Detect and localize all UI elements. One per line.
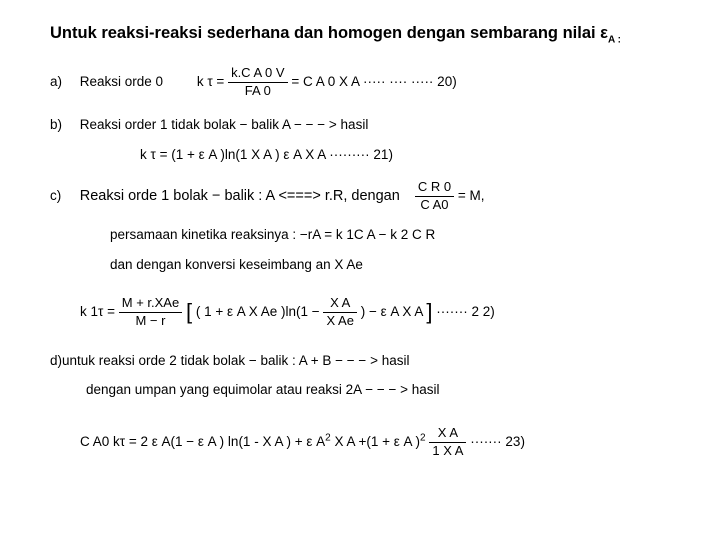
k1-frac1: M + r.XAe M − r [119,295,182,330]
line-b-formula: k τ = (1 + ε A )ln(1 X A ) ε A X A ·····… [140,146,670,164]
bracket-close: ] [426,299,432,324]
c-frac-den: C A0 [415,197,454,214]
a-frac-num: k.C A 0 V [228,65,287,83]
line-b: b) Reaksi order 1 tidak bolak − balik A … [50,116,670,134]
d-frac: X A 1 X A [429,425,466,460]
c-fraction: C R 0 C A0 [415,179,454,214]
line-c2: persamaan kinetika reaksinya : −rA = k 1… [110,226,670,244]
a-fraction: k.C A 0 V FA 0 [228,65,287,100]
a-text: Reaksi orde 0 [80,74,163,89]
d-formula-mid: X A +(1 + ε A ) [334,434,420,449]
d-formula-start: C A0 kτ = 2 ε A(1 − ε A ) ln(1 - X A ) +… [80,434,325,449]
d-line2: dengan umpan yang equimolar atau reaksi … [86,382,440,397]
title-sub: A : [608,34,621,45]
line-d-formula: C A0 kτ = 2 ε A(1 − ε A ) ln(1 - X A ) +… [80,425,670,460]
k1-frac1-num: M + r.XAe [119,295,182,313]
k1-frac2-den: X Ae [323,313,356,330]
b-text: Reaksi order 1 tidak bolak − balik A − −… [80,117,369,132]
page-title: Untuk reaksi-reaksi sederhana dan homoge… [50,24,670,45]
line-a: a) Reaksi orde 0 k τ = k.C A 0 V FA 0 = … [50,65,670,100]
k1-frac1-den: M − r [119,313,182,330]
title-text: Untuk reaksi-reaksi sederhana dan homoge… [50,24,608,42]
k1-mid2: ) − ε A X A [361,304,423,319]
k1-mid1: ( 1 + ε A X Ae )ln(1 − [196,304,320,319]
a-formula: k τ = [197,74,224,89]
c-after: = M, [458,188,485,203]
d-sup1: 2 [325,432,331,443]
d-frac-num: X A [429,425,466,443]
line-k1: k 1τ = M + r.XAe M − r [ ( 1 + ε A X Ae … [80,295,670,330]
c-line2: persamaan kinetika reaksinya : −rA = k 1… [110,227,435,242]
label-b: b) [50,116,76,134]
line-c3: dan dengan konversi keseimbang an X Ae [110,256,670,274]
line-d: d)untuk reaksi orde 2 tidak bolak − bali… [50,352,670,370]
d-end: ······· 23) [470,434,525,449]
d-text: d)untuk reaksi orde 2 tidak bolak − bali… [50,353,409,368]
k1-frac2: X A X Ae [323,295,356,330]
k1-frac2-num: X A [323,295,356,313]
c-text: Reaksi orde 1 bolak − balik : A <===> r.… [80,188,400,204]
k1-start: k 1τ = [80,304,115,319]
k1-end: ······· 2 2) [436,304,494,319]
d-sup2: 2 [420,432,426,443]
a-frac-den: FA 0 [228,83,287,100]
label-c: c) [50,187,76,205]
line-c: c) Reaksi orde 1 bolak − balik : A <===>… [50,179,670,214]
c-frac-num: C R 0 [415,179,454,197]
c-line3: dan dengan konversi keseimbang an X Ae [110,257,363,272]
label-a: a) [50,73,76,91]
line-d2: dengan umpan yang equimolar atau reaksi … [86,381,670,399]
a-after: = C A 0 X A ····· ···· ····· 20) [291,74,456,89]
d-frac-den: 1 X A [429,443,466,460]
bracket-open: [ [186,299,192,324]
b-formula: k τ = (1 + ε A )ln(1 X A ) ε A X A ·····… [140,147,393,162]
